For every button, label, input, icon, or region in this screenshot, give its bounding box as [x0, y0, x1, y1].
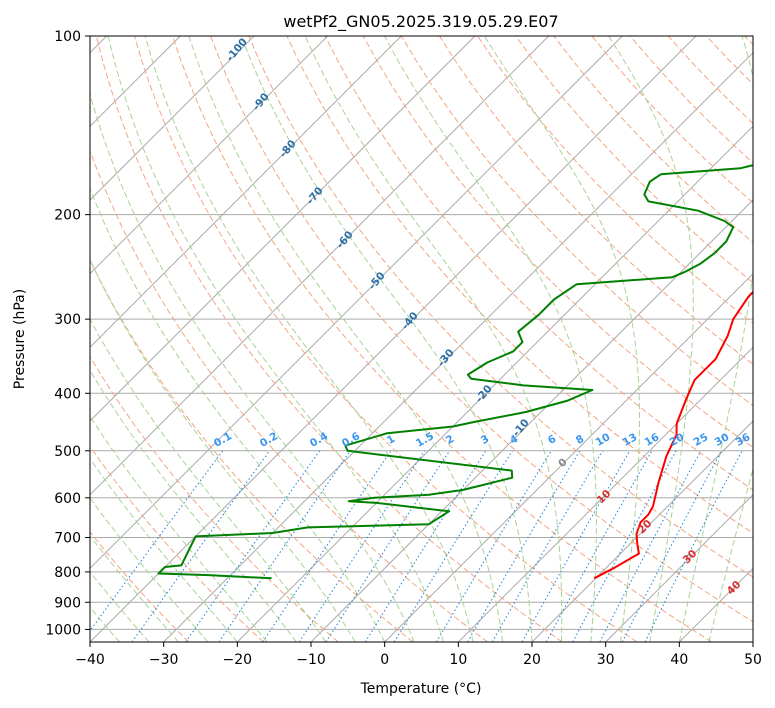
mixing-ratio-line — [572, 450, 677, 642]
dry-adiabat-line — [172, 36, 712, 642]
y-tick-label: 300 — [54, 312, 81, 328]
mixing-ratio-line — [218, 450, 351, 642]
isotherm-line — [236, 125, 753, 642]
mixing-ratio-line — [599, 450, 702, 642]
dry-adiabat-line — [210, 36, 753, 623]
moist-adiabat-line — [608, 36, 694, 642]
x-tick-label: −20 — [223, 652, 253, 668]
dry-adiabat-line — [438, 36, 753, 365]
x-tick-label: −40 — [75, 652, 105, 668]
x-axis-title: Temperature (°C) — [360, 681, 482, 697]
dry-adiabat-line — [400, 36, 753, 407]
isotherm-line — [90, 36, 623, 570]
isotherm-line — [163, 51, 753, 642]
moist-adiabat-line — [90, 534, 179, 642]
moist-adiabat-line — [90, 258, 356, 642]
mixing-ratio-line — [545, 450, 653, 642]
moist-adiabat-line — [107, 36, 445, 642]
plot-area: -100-90-80-70-60-50-40-30-20-100.1 0.2 0.4… — [90, 36, 753, 642]
isotherm-line — [384, 272, 753, 642]
isotherm-grid — [90, 36, 753, 642]
y-tick-label: 600 — [54, 491, 81, 507]
moist-adiabat-line — [90, 187, 386, 642]
moist-adiabat-line — [90, 497, 209, 642]
y-axis-ticks: 1000 900 800 700 600 500 400 300 200 100 — [45, 29, 90, 638]
isotherm-line — [90, 36, 329, 275]
plot-frame — [89, 35, 754, 643]
moist-adiabat-line — [90, 457, 238, 642]
dry-adiabat-line — [515, 36, 753, 284]
moist-adiabat-line — [90, 415, 268, 642]
y-tick-label: 400 — [54, 386, 81, 402]
y-tick-label: 500 — [54, 444, 81, 460]
moist-adiabat-line — [304, 36, 563, 642]
dry-adiabat-line — [286, 36, 753, 534]
x-axis-ticks: −40 −30 −20 −10 0 10 20 30 40 50 — [75, 642, 762, 668]
x-tick-label: 10 — [449, 652, 467, 668]
sounding-series — [157, 164, 753, 580]
isotherm-line — [605, 493, 753, 642]
isotherm-line — [90, 36, 402, 349]
y-tick-label: 800 — [54, 565, 81, 581]
isotherm-line — [457, 346, 753, 642]
moist-adiabat-line — [678, 36, 753, 642]
x-tick-label: 50 — [744, 652, 762, 668]
temperature-profile-line — [593, 290, 753, 580]
dry-adiabat-line — [90, 149, 488, 642]
dry-adiabat-line — [90, 445, 264, 642]
y-axis-title: Pressure (hPa) — [12, 289, 28, 389]
dry-adiabat-line — [248, 36, 753, 578]
y-tick-label: 100 — [54, 29, 81, 45]
dry-adiabat-line — [90, 355, 339, 642]
mixing-ratio-line — [262, 450, 392, 642]
x-tick-label: 20 — [523, 652, 541, 668]
dry-adiabat-line — [362, 36, 753, 449]
isotherm-line — [90, 36, 255, 201]
y-tick-label: 900 — [54, 595, 81, 611]
y-tick-label: 200 — [54, 208, 81, 224]
mixing-ratio-line — [185, 450, 321, 642]
moist-adiabat-line — [90, 91, 415, 642]
mixing-ratio-line — [298, 450, 426, 642]
chart-title: wetPf2_GN05.2025.319.05.29.E07 — [283, 12, 558, 32]
dry-adiabat-line — [90, 531, 190, 642]
y-tick-label: 1000 — [45, 622, 81, 638]
dry-adiabat-line — [95, 36, 563, 642]
dry-adiabat-line — [133, 36, 638, 642]
isotherm-line — [90, 36, 697, 642]
isotherm-line — [90, 36, 476, 422]
dry-adiabats — [90, 36, 753, 642]
x-tick-label: 0 — [380, 652, 389, 668]
moist-adiabat-line — [188, 36, 503, 642]
mixing-ratio-line — [364, 450, 487, 642]
dewpoint-profile-line — [157, 164, 753, 580]
isobar-grid — [90, 36, 753, 630]
x-tick-label: −30 — [149, 652, 179, 668]
mixing-ratio-line — [644, 450, 743, 642]
mixing-ratio-line — [521, 450, 631, 642]
y-tick-label: 700 — [54, 531, 81, 547]
x-tick-label: 40 — [670, 652, 688, 668]
mixing-ratio-line — [131, 450, 271, 642]
mixing-ratio-line — [435, 450, 552, 642]
moist-adiabat-line — [384, 36, 597, 642]
mixing-ratio-lines — [90, 450, 743, 642]
moist-adiabat-line — [240, 36, 533, 642]
mixing-ratio-line — [90, 450, 224, 632]
x-tick-label: −10 — [296, 652, 326, 668]
moist-adiabat-line — [90, 369, 297, 642]
isotherm-line — [90, 36, 550, 496]
x-tick-label: 30 — [597, 652, 615, 668]
moist-adiabat-line — [144, 36, 474, 642]
mixing-ratio-line — [325, 450, 451, 642]
isotherm-line — [531, 420, 753, 642]
